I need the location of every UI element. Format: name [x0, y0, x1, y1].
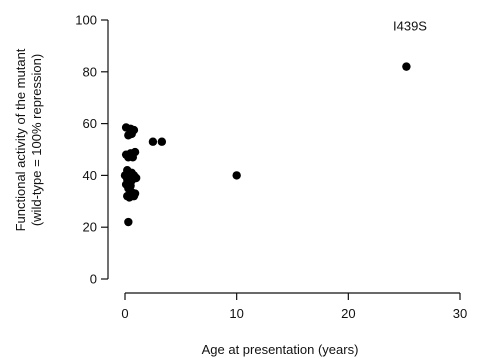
- axes: 0 20 40 60 80 100 0 10 20 30: [75, 13, 467, 322]
- y-tick-label: 60: [83, 116, 97, 131]
- data-point: [130, 189, 140, 198]
- data-point: [130, 147, 140, 157]
- annotations: I439S: [393, 19, 427, 34]
- x-tick-label: 10: [229, 306, 243, 321]
- y-axis-title-line-1: Functional activity of the mutant: [13, 48, 28, 231]
- data-point: [131, 173, 141, 183]
- y-tick-label: 20: [83, 220, 97, 235]
- y-axis-title: Functional activity of the mutant (wild-…: [13, 48, 44, 231]
- annotation-label: I439S: [393, 19, 427, 34]
- x-axis-title: Age at presentation (years): [202, 342, 359, 357]
- x-tick-label: 20: [341, 306, 355, 321]
- y-tick-label: 100: [75, 13, 97, 28]
- data-point: [157, 137, 167, 146]
- data-point: [127, 129, 136, 139]
- y-tick-label: 0: [90, 272, 97, 287]
- x-tick-label: 0: [121, 306, 128, 321]
- y-axis-title-line-2: (wild-type = 100% repression): [29, 54, 44, 226]
- data-point: [148, 137, 158, 146]
- x-tick-label: 30: [453, 306, 467, 321]
- y-tick-label: 40: [83, 168, 97, 183]
- data-points: [120, 62, 411, 227]
- data-point: [232, 171, 241, 180]
- y-tick-label: 80: [83, 64, 97, 79]
- data-point: [124, 217, 133, 227]
- data-point: [402, 62, 411, 71]
